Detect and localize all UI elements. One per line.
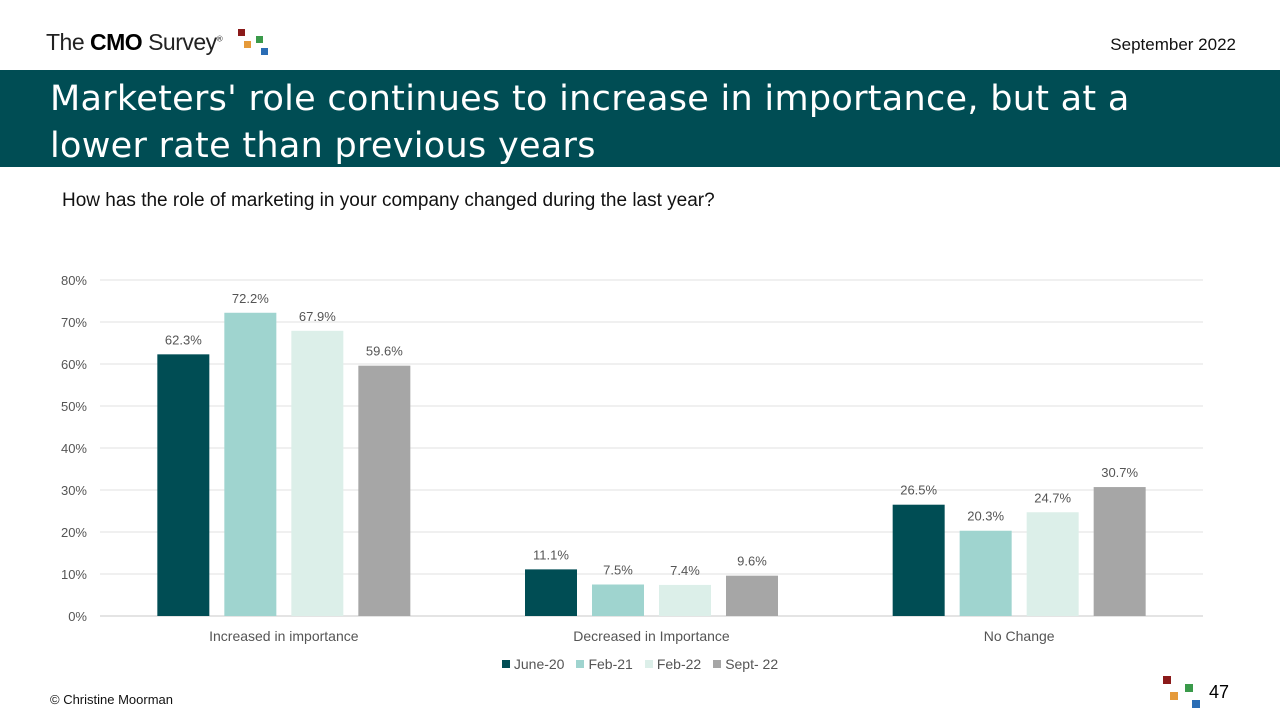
legend-swatch xyxy=(501,660,510,668)
logo-brand: CMO xyxy=(90,29,143,55)
y-tick-label: 10% xyxy=(61,567,87,582)
logo-registered-mark: ® xyxy=(216,34,223,44)
x-category-label: Decreased in Importance xyxy=(573,628,730,644)
logo-square-icon xyxy=(256,36,263,43)
data-label: 67.9% xyxy=(299,309,336,324)
cmo-survey-logo: The CMO Survey® xyxy=(46,26,286,60)
page-title: Marketers' role continues to increase in… xyxy=(50,79,1130,166)
y-tick-label: 60% xyxy=(61,357,87,372)
bar xyxy=(726,575,778,616)
legend-swatch xyxy=(644,660,653,668)
title-banner: Marketers' role continues to increase in… xyxy=(0,70,1280,167)
copyright: © Christine Moorman xyxy=(50,692,174,707)
footer-square-icon xyxy=(1192,700,1200,708)
bar xyxy=(358,365,411,616)
legend-item: Feb-21 xyxy=(576,656,633,672)
data-label: 26.5% xyxy=(900,483,937,498)
legend-item: Feb-22 xyxy=(644,656,702,672)
logo-square-icon xyxy=(238,29,245,36)
data-label: 9.6% xyxy=(737,554,767,569)
data-label: 11.1% xyxy=(533,547,569,562)
data-label: 7.4% xyxy=(670,563,700,578)
legend-item: Sept- 22 xyxy=(713,656,778,672)
bar xyxy=(291,330,344,616)
legend-label: Feb-21 xyxy=(588,656,633,672)
bar xyxy=(592,584,644,616)
bar xyxy=(224,312,277,616)
bar xyxy=(959,530,1012,616)
legend-item: June-20 xyxy=(501,656,565,672)
bar xyxy=(525,569,577,616)
report-date: September 2022 xyxy=(1110,35,1236,54)
logo-prefix: The xyxy=(46,29,91,55)
y-tick-label: 30% xyxy=(61,483,87,498)
chart-legend: June-20 Feb-21 Feb-22 Sept- 22 xyxy=(0,656,1280,672)
logo-square-icon xyxy=(261,48,268,55)
logo-square-icon xyxy=(244,41,251,48)
y-tick-label: 80% xyxy=(61,273,87,288)
data-label: 62.3% xyxy=(165,332,202,347)
bar xyxy=(1093,487,1146,616)
legend-label: Sept- 22 xyxy=(725,656,779,672)
y-tick-label: 70% xyxy=(61,315,87,330)
bar xyxy=(659,584,711,616)
legend-label: June-20 xyxy=(513,656,565,672)
logo-suffix: Survey xyxy=(142,29,217,55)
bar xyxy=(157,354,210,616)
y-tick-label: 40% xyxy=(61,441,87,456)
footer-square-icon xyxy=(1185,684,1193,692)
data-label: 30.7% xyxy=(1101,465,1138,480)
bar xyxy=(1026,512,1079,616)
footer-square-icon xyxy=(1163,676,1171,684)
data-label: 7.5% xyxy=(603,563,633,578)
data-label: 72.2% xyxy=(232,291,269,306)
page-number: 47 xyxy=(1209,682,1230,702)
x-category-label: No Change xyxy=(984,628,1055,644)
y-tick-label: 20% xyxy=(61,525,87,540)
survey-question: How has the role of marketing in your co… xyxy=(62,190,715,211)
bar xyxy=(892,504,945,616)
data-label: 24.7% xyxy=(1034,490,1071,505)
footer-square-icon xyxy=(1170,692,1178,700)
logo-text: The CMO Survey® xyxy=(46,29,223,56)
y-tick-label: 0% xyxy=(68,609,87,624)
x-category-label: Increased in importance xyxy=(209,628,359,644)
data-label: 59.6% xyxy=(366,344,403,359)
legend-swatch xyxy=(576,660,585,668)
y-tick-label: 50% xyxy=(61,399,87,414)
legend-swatch xyxy=(713,660,722,668)
data-label: 20.3% xyxy=(967,509,1004,524)
legend-label: Feb-22 xyxy=(656,656,702,672)
